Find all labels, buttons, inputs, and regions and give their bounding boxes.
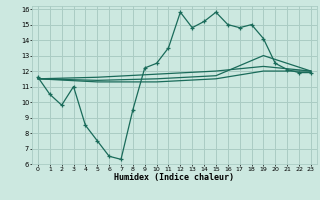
X-axis label: Humidex (Indice chaleur): Humidex (Indice chaleur) — [115, 173, 234, 182]
